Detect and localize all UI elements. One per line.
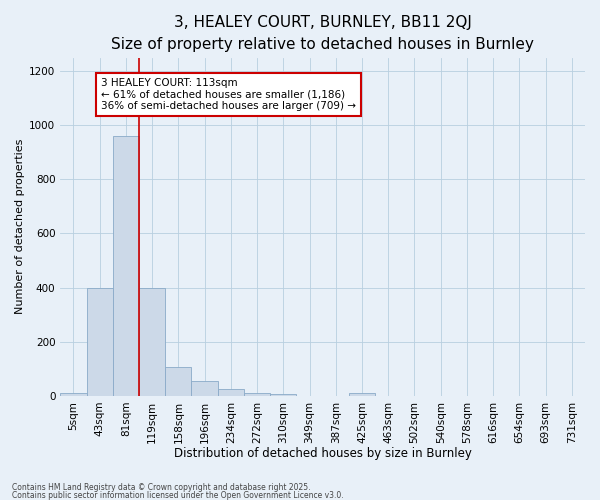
Bar <box>218 389 244 396</box>
Bar <box>270 394 296 396</box>
Bar <box>349 393 375 396</box>
Bar <box>60 393 86 396</box>
Text: 3 HEALEY COURT: 113sqm
← 61% of detached houses are smaller (1,186)
36% of semi-: 3 HEALEY COURT: 113sqm ← 61% of detached… <box>101 78 356 111</box>
Bar <box>86 288 113 396</box>
Y-axis label: Number of detached properties: Number of detached properties <box>15 139 25 314</box>
Bar <box>191 381 218 396</box>
Bar <box>113 136 139 396</box>
Text: Contains HM Land Registry data © Crown copyright and database right 2025.: Contains HM Land Registry data © Crown c… <box>12 483 311 492</box>
Bar <box>139 288 165 396</box>
Bar <box>244 393 270 396</box>
Text: Contains public sector information licensed under the Open Government Licence v3: Contains public sector information licen… <box>12 490 344 500</box>
Title: 3, HEALEY COURT, BURNLEY, BB11 2QJ
Size of property relative to detached houses : 3, HEALEY COURT, BURNLEY, BB11 2QJ Size … <box>111 15 534 52</box>
Bar <box>165 368 191 396</box>
X-axis label: Distribution of detached houses by size in Burnley: Distribution of detached houses by size … <box>174 447 472 460</box>
